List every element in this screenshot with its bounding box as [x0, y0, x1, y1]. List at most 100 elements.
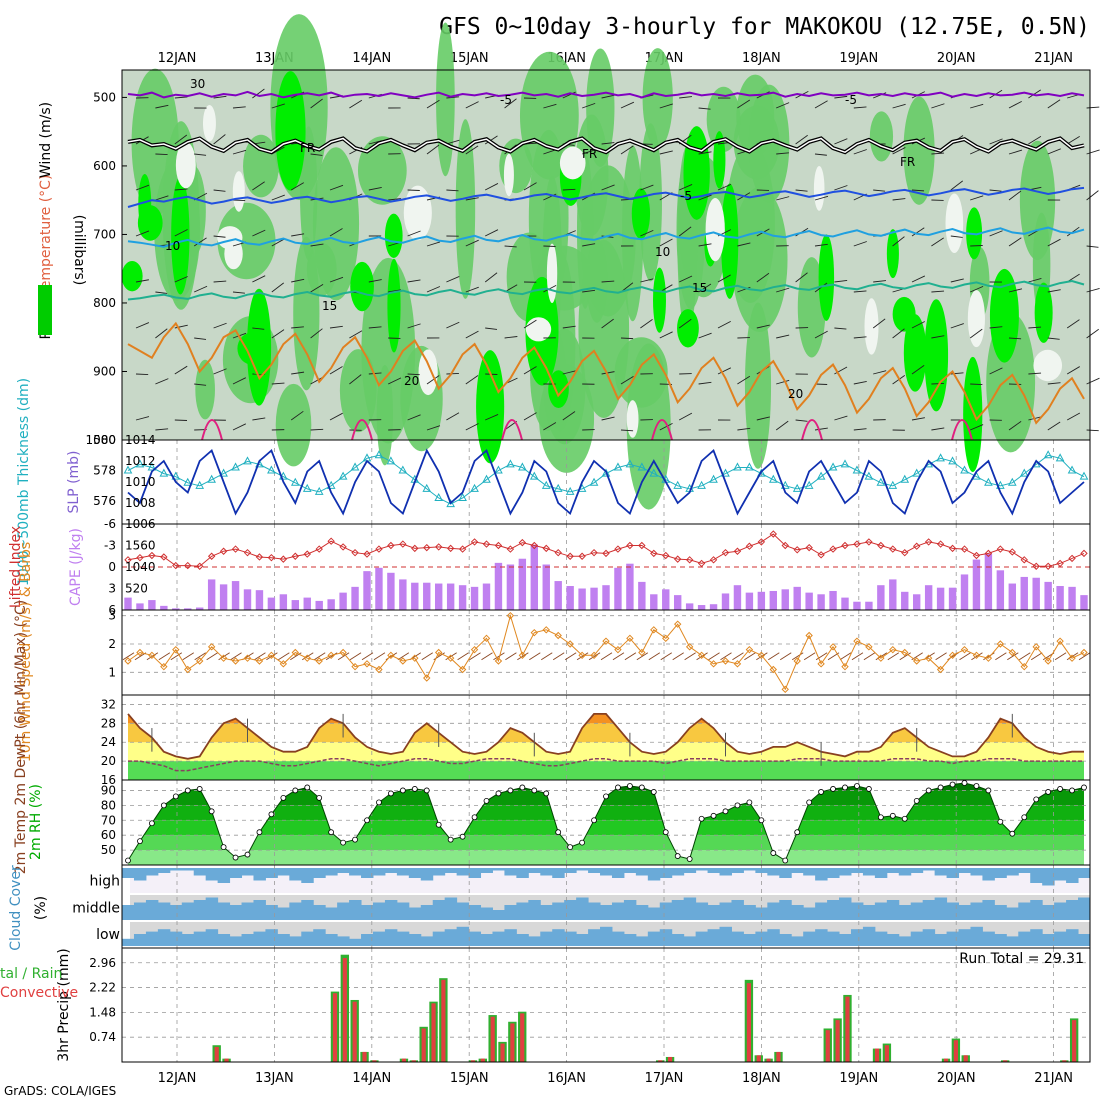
- thickness-point: [470, 483, 479, 492]
- wind-barb: [679, 275, 693, 283]
- wind-barb: [446, 96, 460, 99]
- li-point: [960, 545, 969, 553]
- rh-saturated-region: [548, 370, 569, 409]
- cape-bar: [936, 587, 945, 610]
- wind-barb: [1066, 136, 1080, 145]
- wind-barb: [659, 331, 673, 339]
- cloud-cell-low: [193, 931, 207, 946]
- y-tick-label: 90: [101, 783, 116, 797]
- rh-point: [579, 839, 585, 846]
- thickness-point: [195, 480, 205, 489]
- rh-point: [1069, 787, 1075, 794]
- cape-bar: [1068, 586, 1076, 610]
- cloud-level-label: middle: [72, 901, 120, 917]
- wind-barb: [504, 245, 517, 248]
- cloud-cell-low: [910, 931, 924, 946]
- cape-bar: [817, 594, 825, 610]
- cloud-cell-low: [361, 934, 374, 946]
- contour-label: 15: [322, 299, 337, 313]
- cloud-cell-low: [695, 931, 709, 946]
- cloud-cell-middle: [217, 902, 231, 920]
- wind-barb: [814, 330, 828, 339]
- wind-barb: [523, 412, 537, 421]
- cape-bar: [697, 605, 706, 610]
- cape-bar: [446, 583, 455, 610]
- rh-point: [495, 790, 502, 797]
- cape-bar: [984, 553, 993, 610]
- rh-saturated-region: [384, 213, 403, 258]
- wind-barb: [465, 375, 479, 385]
- rh-point: [758, 817, 765, 824]
- cloud-cell-high: [337, 868, 350, 873]
- cloud-cell-low: [731, 931, 744, 946]
- wind-speed-point: [542, 626, 550, 634]
- wind-speed-point: [339, 648, 347, 657]
- wind-barb: [1086, 288, 1100, 293]
- wind-frame: [121, 609, 1091, 696]
- temp-contour-5: [127, 186, 1085, 208]
- rh-moist-region: [293, 236, 320, 391]
- cloud-cell-high: [313, 868, 326, 878]
- rh-point: [459, 833, 466, 840]
- thickness-point: [147, 462, 157, 471]
- wind-barb: [426, 144, 440, 155]
- rh-moist-region: [455, 119, 476, 299]
- rh-point: [148, 820, 155, 827]
- cape-bar: [960, 574, 969, 610]
- rh-point: [280, 794, 287, 801]
- wind-barb: [426, 425, 441, 431]
- precip-convective-bar: [372, 1060, 377, 1062]
- wind-barb: [737, 375, 751, 385]
- cloud-cell-middle: [157, 902, 171, 920]
- thickness-point: [900, 474, 910, 483]
- cloud-cell-middle: [480, 907, 493, 920]
- rh-point: [889, 812, 896, 819]
- li-point: [1068, 554, 1076, 563]
- rh-moist-region: [195, 359, 215, 420]
- cloud-cell-low: [839, 934, 852, 946]
- wind-speed-point: [1008, 648, 1017, 657]
- wind-barb: [271, 238, 285, 247]
- wind-barb: [232, 106, 246, 109]
- y-tick-label: 60: [101, 828, 116, 842]
- rh-point: [973, 783, 980, 789]
- cape-bar: [793, 586, 801, 610]
- wind-barb: [911, 275, 926, 283]
- wind-barb: [213, 189, 226, 192]
- thickness-point: [948, 456, 957, 465]
- rh-point: [650, 789, 657, 795]
- thickness-point: [506, 459, 515, 468]
- li-point: [267, 553, 276, 562]
- cape-bar: [1056, 586, 1064, 610]
- cape-bar: [542, 564, 550, 610]
- wind-barb: [970, 383, 983, 386]
- cloud-cell-low: [181, 934, 195, 946]
- wind-barb: [407, 373, 420, 376]
- thickness-point: [673, 480, 683, 489]
- rh-point: [160, 802, 167, 809]
- bottom-date-tick: 15JAN: [450, 1071, 489, 1086]
- precip-convective-bar: [667, 1056, 673, 1062]
- cloud-cell-middle: [516, 902, 529, 920]
- wind-barb: [931, 382, 944, 385]
- li-point: [207, 552, 216, 560]
- wind-speed-point: [195, 657, 204, 665]
- wind-barb: [795, 419, 808, 422]
- rh-saturated-region: [924, 299, 949, 412]
- cape-bar: [207, 579, 216, 610]
- rh-saturated-region: [818, 234, 835, 321]
- surface-wind-barb: [373, 652, 386, 661]
- cloud-cell-low: [1042, 934, 1055, 946]
- y-tick-label: 1008: [125, 496, 156, 510]
- wind-barb: [853, 106, 867, 109]
- cloud-cell-middle: [743, 905, 756, 920]
- li-point: [160, 553, 168, 561]
- rh-point: [196, 786, 203, 792]
- wind-barb: [834, 327, 847, 330]
- wind-barb: [1028, 135, 1042, 145]
- surface-wind-barb: [170, 652, 183, 661]
- rh-moist-region: [275, 383, 312, 467]
- wind-speed-point: [303, 654, 311, 662]
- cloud-level-label: low: [96, 927, 120, 943]
- surface-wind-barb: [1054, 652, 1067, 661]
